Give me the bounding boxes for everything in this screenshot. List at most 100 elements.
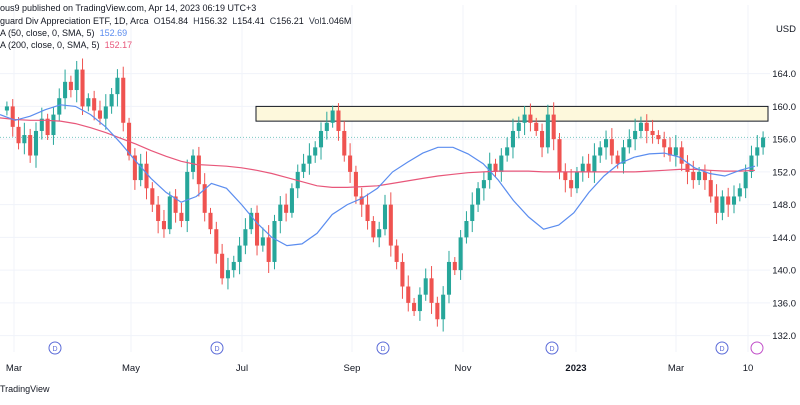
candle-body (481, 180, 486, 189)
candle-body (540, 130, 545, 148)
candle-body (63, 81, 68, 99)
ohlc-open-label: O (153, 16, 161, 26)
candle-body (609, 139, 614, 156)
candle-body (156, 204, 161, 222)
candle-body (97, 110, 103, 119)
candle-body (33, 130, 39, 156)
candle-body (656, 135, 661, 140)
candle-body (144, 163, 149, 189)
y-tick-label: 156.0 (772, 135, 796, 146)
candle-body (86, 98, 91, 107)
candle-body (534, 122, 539, 131)
dividend-marker-icon[interactable] (48, 341, 62, 355)
candle-body (127, 122, 132, 156)
candle-body (522, 114, 527, 123)
candle-body (691, 171, 696, 181)
candle-body (272, 221, 277, 262)
ma200-legend[interactable]: A (200, close, 0, SMA, 5) 152.17 (0, 39, 132, 51)
resistance-zone-layer (255, 105, 769, 122)
ma50-legend[interactable]: A (50, close, 0, SMA, 5) 152.69 (0, 27, 127, 39)
x-tick-label: May (122, 363, 140, 374)
candle-body (92, 98, 97, 111)
candle-body (330, 110, 335, 123)
candle-body (551, 114, 556, 140)
candle-body (138, 163, 143, 181)
candle-body (196, 155, 201, 185)
candle-body (371, 221, 376, 238)
candle-body (266, 237, 271, 262)
candle-body (284, 204, 289, 213)
dividend-marker-icon[interactable] (715, 341, 729, 355)
candle-body (167, 196, 172, 230)
candle-body (243, 229, 248, 246)
y-tick-label: 140.0 (772, 266, 796, 277)
candle-body (621, 147, 626, 164)
candle-body (173, 196, 178, 213)
candle-body (161, 221, 166, 230)
candle-body (598, 147, 603, 156)
candle-body (592, 155, 597, 172)
dividend-marker-glyph: D (719, 346, 724, 353)
candle-body (289, 188, 294, 213)
candle-body (359, 196, 364, 205)
candle-body (604, 139, 609, 148)
candle-body (109, 94, 114, 107)
brand-footer[interactable]: TradingView (0, 384, 50, 394)
candle-body (121, 77, 126, 123)
ma50-value: 152.69 (99, 28, 128, 38)
candle-body (638, 122, 643, 131)
candle-body (755, 147, 760, 156)
candle-body (470, 204, 475, 222)
brand-name: TradingView (0, 384, 50, 394)
candle-body (685, 163, 690, 172)
candle-body (708, 180, 713, 197)
candle-body (150, 188, 155, 205)
candle-body (388, 204, 393, 246)
candle-body (423, 278, 428, 295)
ma50-line (0, 104, 756, 247)
dividend-marker-icon[interactable] (545, 341, 559, 355)
candle-body (115, 77, 120, 95)
candle-body (452, 261, 457, 271)
candle-body (307, 155, 312, 164)
candle-body (505, 147, 510, 156)
candle-body (179, 212, 184, 222)
candle-body (45, 118, 50, 136)
candle-body (650, 130, 655, 136)
y-tick-label: 164.0 (772, 69, 796, 80)
volume-label: Vol (308, 16, 322, 26)
dividend-marker-icon[interactable] (210, 341, 224, 355)
x-tick-label: Mar (668, 363, 684, 374)
symbol-name[interactable]: guard Div Appreciation ETF, 1D, Arca (0, 16, 149, 26)
candle-body (406, 286, 411, 303)
publisher-line: ous9 published on TradingView.com, Apr 1… (0, 2, 256, 14)
candle-body (737, 188, 742, 197)
moving-averages-layer (0, 104, 756, 247)
candle-body (237, 245, 242, 262)
ohlc-open: 154.84 (160, 16, 189, 26)
axis-layer: 164.0 160.0 156.0 152.0 148.0 144.0 140.0 136.0… (6, 24, 796, 374)
ohlc-high-label: H (193, 16, 200, 26)
ohlc-low-label: L (232, 16, 238, 26)
y-tick-label: 132.0 (772, 331, 796, 342)
candle-body (714, 196, 719, 213)
y-tick-label: 148.0 (772, 200, 796, 211)
candle-body (615, 155, 620, 164)
x-tick-label: Sep (344, 363, 361, 374)
dividend-marker-icon[interactable] (376, 341, 390, 355)
resistance-zone[interactable] (255, 105, 769, 122)
candle-body (499, 155, 504, 172)
candle-body (394, 245, 399, 262)
candle-body (429, 278, 434, 303)
ohlc-close-label: C (269, 16, 277, 26)
candle-body (80, 69, 85, 107)
earnings-marker-icon[interactable] (750, 341, 764, 355)
candle-body (417, 294, 422, 312)
candle-body (528, 114, 533, 123)
candle-body (301, 163, 306, 172)
candle-body (4, 106, 9, 111)
candle-body (220, 253, 225, 279)
